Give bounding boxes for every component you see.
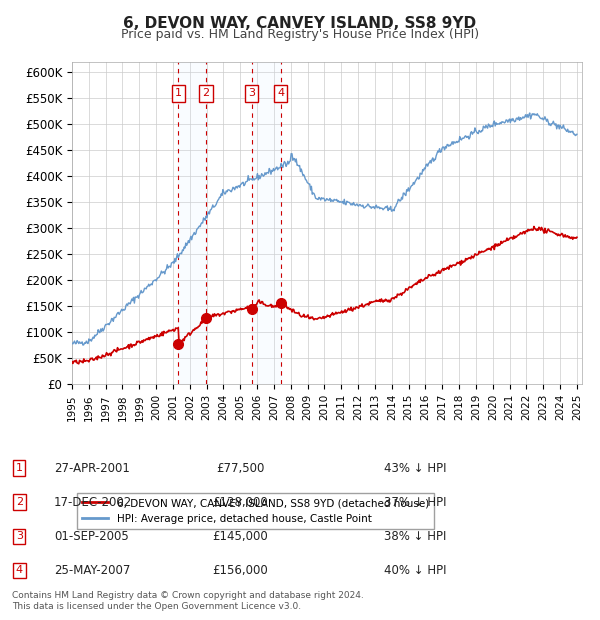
Text: 38% ↓ HPI: 38% ↓ HPI (384, 530, 446, 542)
Text: 01-SEP-2005: 01-SEP-2005 (54, 530, 129, 542)
Text: £156,000: £156,000 (212, 564, 268, 577)
Text: £145,000: £145,000 (212, 530, 268, 542)
Text: 3: 3 (248, 88, 255, 98)
Text: 3: 3 (16, 531, 23, 541)
Text: £128,000: £128,000 (212, 496, 268, 508)
Text: 27-APR-2001: 27-APR-2001 (54, 462, 130, 474)
Text: 2: 2 (16, 497, 23, 507)
Text: 2: 2 (202, 88, 209, 98)
Text: £77,500: £77,500 (216, 462, 264, 474)
Text: 37% ↓ HPI: 37% ↓ HPI (384, 496, 446, 508)
Text: 1: 1 (16, 463, 23, 473)
Bar (251, 62, 281, 384)
Text: Price paid vs. HM Land Registry's House Price Index (HPI): Price paid vs. HM Land Registry's House … (121, 28, 479, 41)
Text: 6, DEVON WAY, CANVEY ISLAND, SS8 9YD: 6, DEVON WAY, CANVEY ISLAND, SS8 9YD (124, 16, 476, 30)
Text: 43% ↓ HPI: 43% ↓ HPI (384, 462, 446, 474)
Text: Contains HM Land Registry data © Crown copyright and database right 2024.
This d: Contains HM Land Registry data © Crown c… (12, 591, 364, 611)
Text: 4: 4 (16, 565, 23, 575)
Legend: 6, DEVON WAY, CANVEY ISLAND, SS8 9YD (detached house), HPI: Average price, detac: 6, DEVON WAY, CANVEY ISLAND, SS8 9YD (de… (77, 493, 434, 529)
Text: 17-DEC-2002: 17-DEC-2002 (54, 496, 132, 508)
Text: 40% ↓ HPI: 40% ↓ HPI (384, 564, 446, 577)
Text: 1: 1 (175, 88, 182, 98)
Bar (178, 62, 206, 384)
Text: 4: 4 (277, 88, 284, 98)
Text: 25-MAY-2007: 25-MAY-2007 (54, 564, 130, 577)
